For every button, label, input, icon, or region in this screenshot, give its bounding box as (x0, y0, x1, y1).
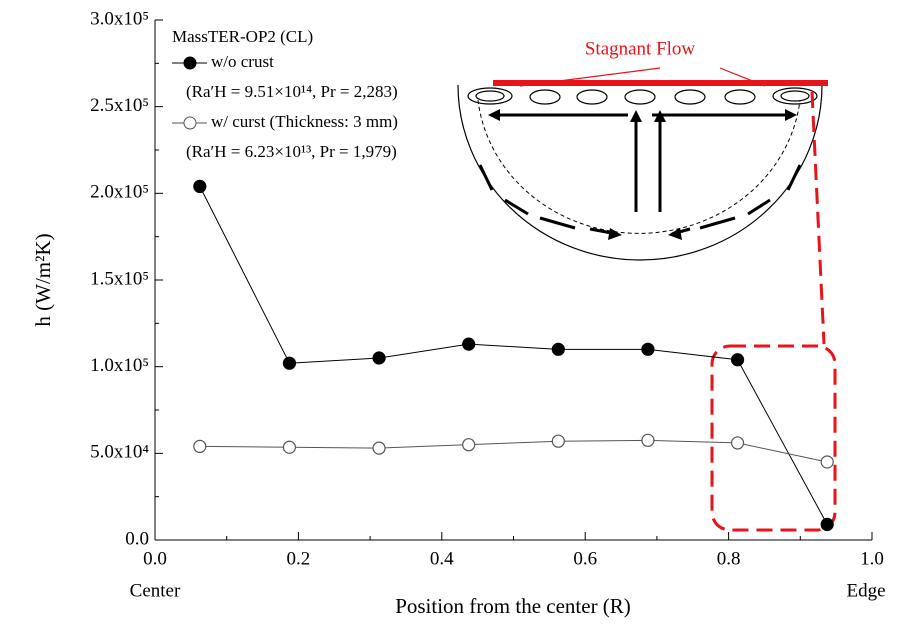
data-point (372, 351, 386, 365)
vortices (467, 87, 818, 105)
data-point (282, 440, 297, 454)
legend-label: w/o crust (211, 52, 274, 71)
x-tick-label: 1.0 (860, 548, 884, 569)
highlight-link (810, 91, 826, 345)
data-point (282, 356, 297, 370)
legend-marker (183, 116, 197, 130)
x-axis-label: Position from the center (R) (395, 594, 631, 618)
legend-note: (Ra′H = 6.23×10¹³, Pr = 1,979) (186, 142, 397, 161)
y-tick-label: 1.5x10⁵ (90, 268, 149, 289)
data-point (462, 337, 476, 351)
x-tick-label: 0.0 (143, 548, 167, 569)
y-tick-label: 5.0x10⁴ (90, 442, 149, 463)
flow-arrows (478, 113, 802, 236)
x-tick-label: 0.6 (573, 548, 597, 569)
legend-marker (183, 56, 197, 70)
legend-note: (Ra′H = 9.51×10¹⁴, Pr = 2,283) (186, 82, 398, 101)
data-point (730, 436, 745, 450)
annotation: Stagnant Flow (585, 38, 696, 59)
legend-label: w/ curst (Thickness: 3 mm) (211, 112, 398, 131)
x-tick-label: 0.8 (717, 548, 741, 569)
x-end-label: Edge (846, 580, 885, 601)
inset-diagram (457, 67, 828, 261)
y-tick-label: 2.5x10⁵ (90, 95, 149, 116)
x-tick-label: 0.4 (430, 548, 454, 569)
data-point (551, 434, 565, 448)
arrow-heads (488, 109, 797, 240)
pool-outline (457, 84, 823, 261)
data-point (820, 455, 834, 469)
highlight-box (710, 344, 837, 532)
series-line (199, 439, 828, 463)
y-tick-label: 0.0 (125, 528, 149, 549)
legend-title: MassTER-OP2 (CL) (172, 27, 313, 46)
y-tick-label: 2.0x10⁵ (90, 182, 149, 203)
pointer (519, 67, 661, 87)
data-point (193, 179, 207, 193)
data-point (641, 342, 655, 356)
y-tick-label: 3.0x10⁵ (90, 8, 149, 29)
data-point (193, 439, 207, 453)
x-tick-label: 0.2 (287, 548, 311, 569)
x-end-label: Center (130, 580, 181, 601)
series-line (199, 186, 828, 525)
data-point (462, 438, 476, 452)
data-point (372, 441, 386, 455)
data-point (820, 517, 834, 532)
data-point (641, 433, 655, 447)
y-axis-label: h (W/m²K) (31, 233, 55, 326)
data-point (730, 353, 745, 367)
pointer (719, 67, 766, 87)
data-point (551, 342, 565, 356)
y-tick-label: 1.0x10⁵ (90, 355, 149, 376)
